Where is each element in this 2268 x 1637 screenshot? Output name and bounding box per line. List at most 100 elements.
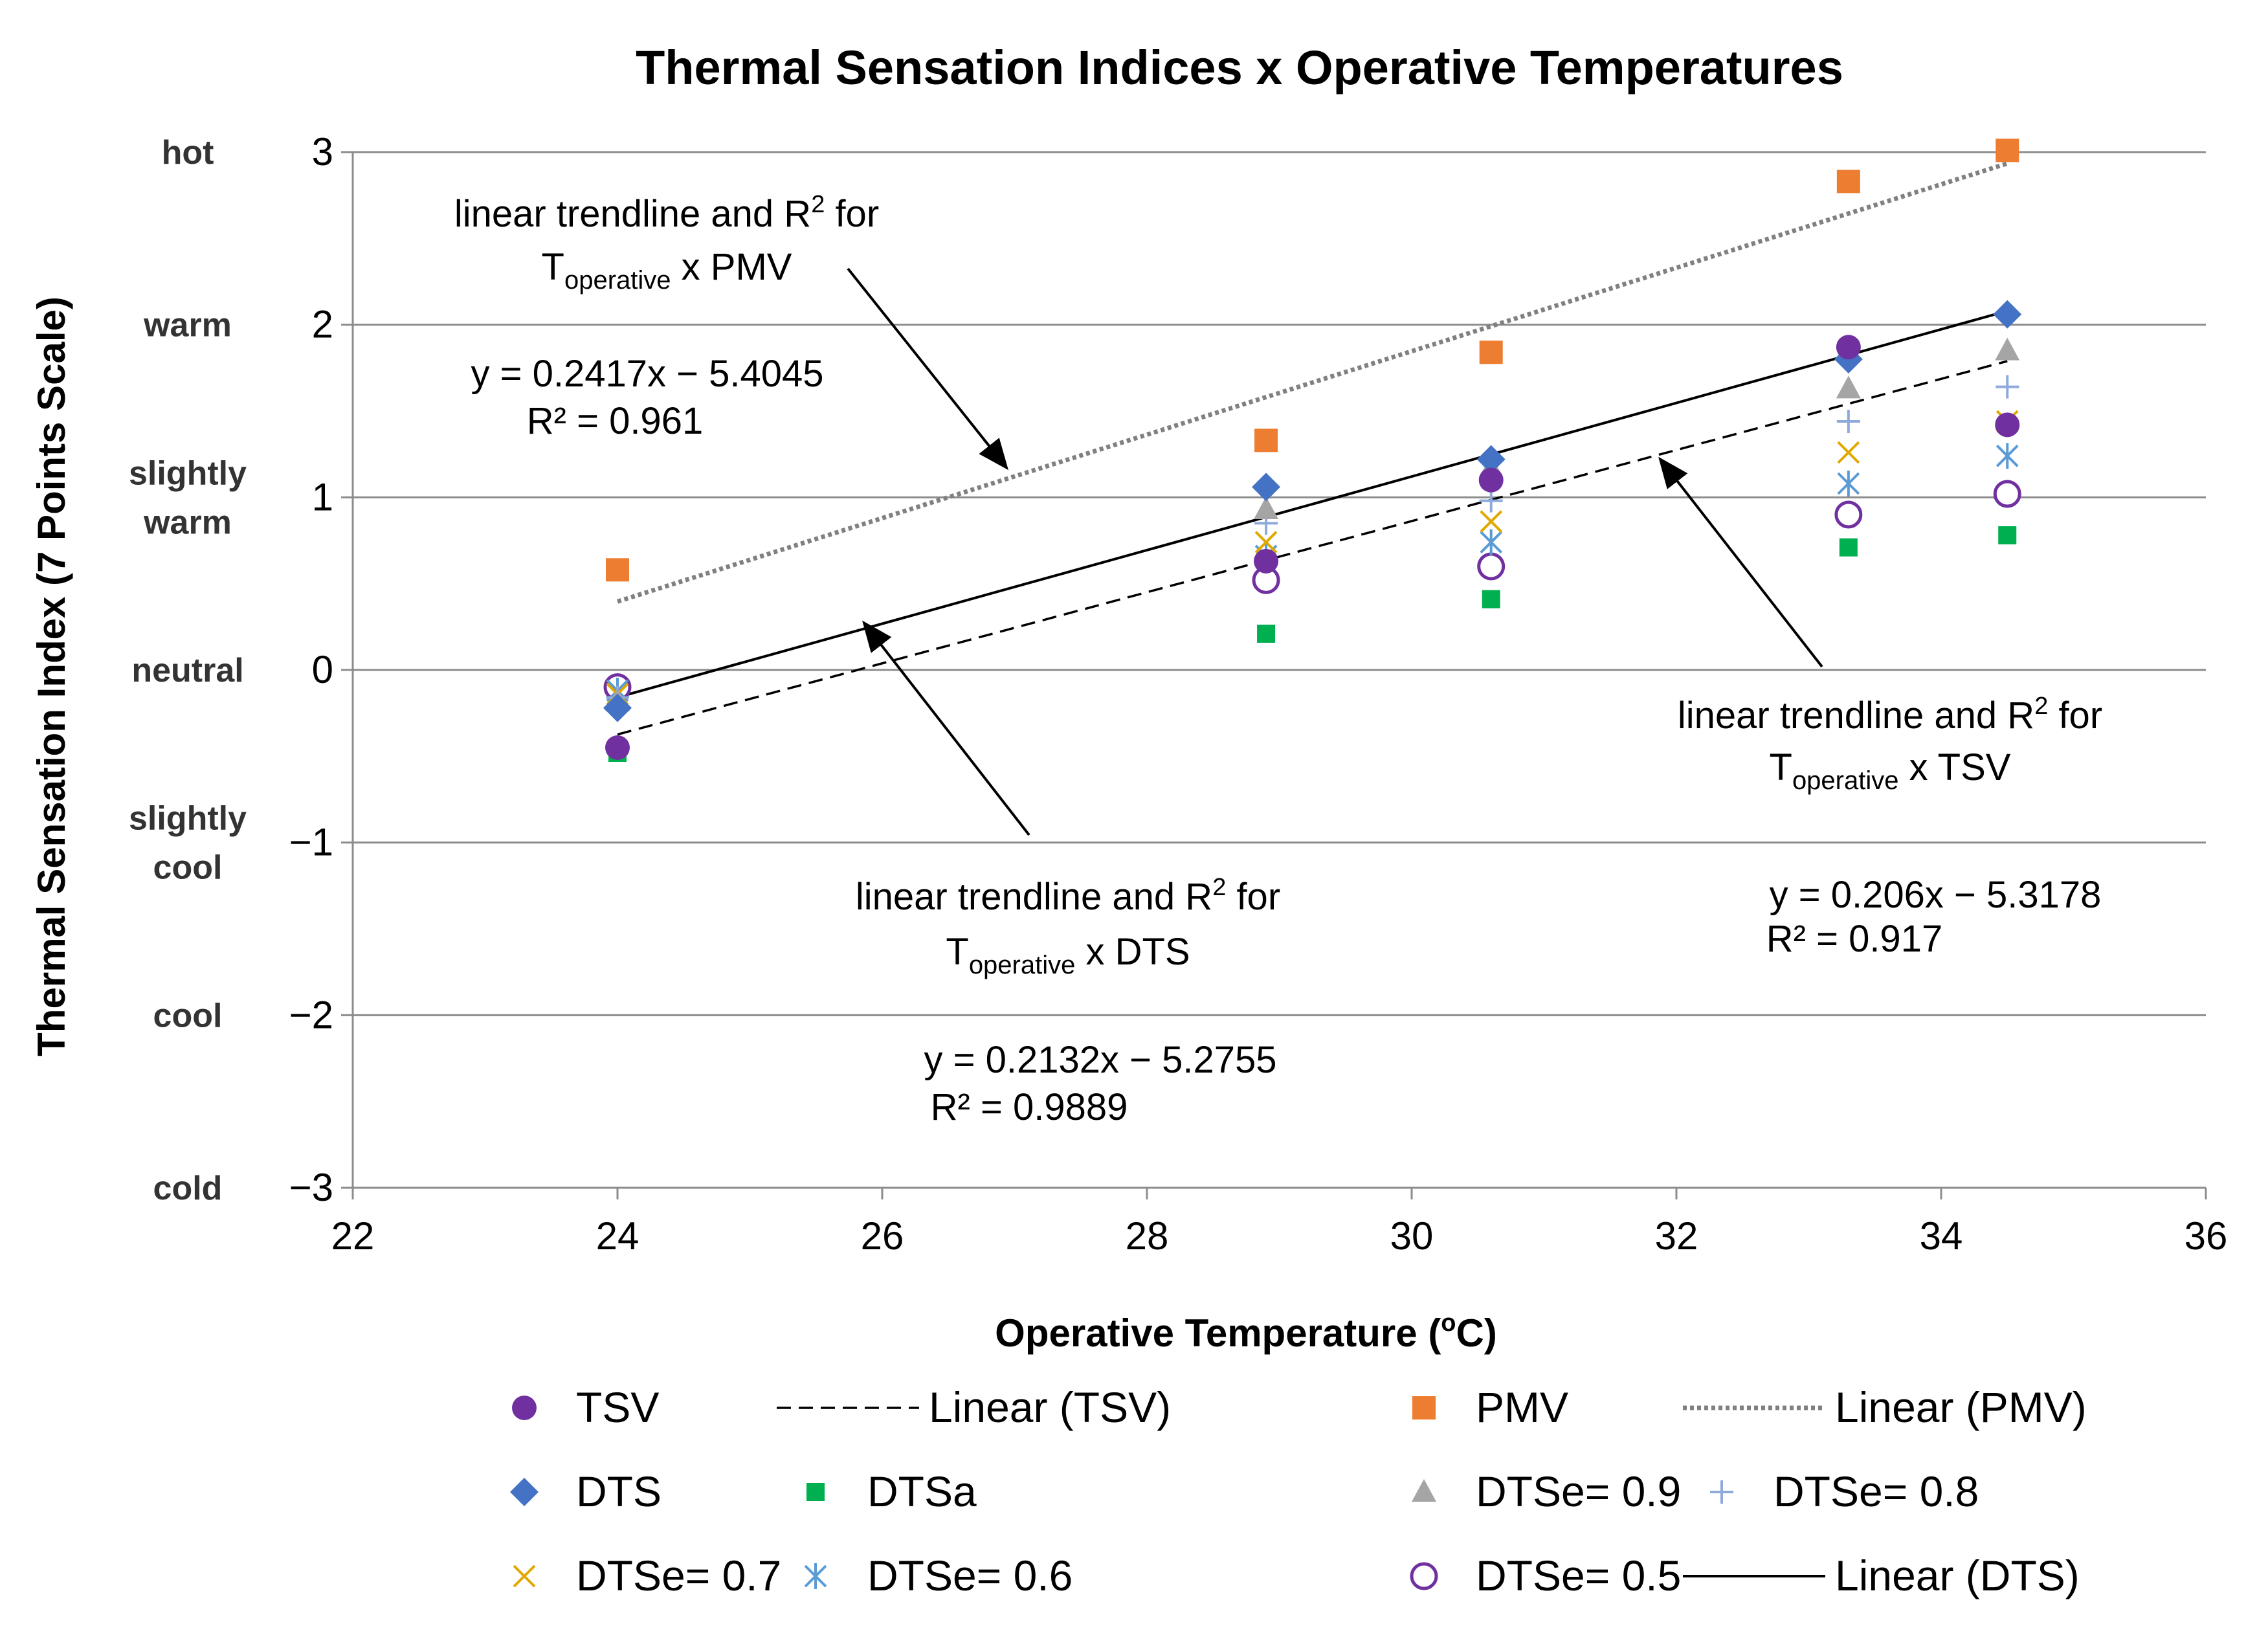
sensation-scale-labels: hot warm slightly warm neutral slightly cool co… <box>129 134 247 1207</box>
point-dtse-0-5 <box>1993 480 2021 508</box>
point-dtse-0-7 <box>1480 510 1503 533</box>
x-tick-label: 22 <box>331 1214 375 1258</box>
y-tick-label: 3 <box>312 130 333 173</box>
y-tick-label: −2 <box>289 993 333 1036</box>
legend-label-dtsa: DTSa <box>867 1467 977 1515</box>
legend-key-dtse-0-6 <box>804 1563 827 1589</box>
legend-key-dts <box>510 1478 539 1506</box>
point-tsv <box>1995 412 2020 438</box>
point-tsv <box>1478 467 1504 493</box>
annotation-pmv-equation: y = 0.2417x − 5.4045 <box>471 353 824 395</box>
y-axis-title: Thermal Sensation Index (7 Points Scale) <box>30 296 73 1056</box>
x-tick-label: 26 <box>861 1214 904 1258</box>
point-dtse-0-6 <box>1480 529 1503 555</box>
point-dtse-0-8 <box>1836 410 1860 433</box>
trendlines <box>616 161 2008 736</box>
y-tick-labels: 3 2 1 0 −1 −2 −3 <box>289 130 333 1209</box>
point-dtse-0-9 <box>1254 496 1279 519</box>
y-tick-label: 2 <box>312 303 333 346</box>
point-dtse-0-7 <box>1254 531 1278 554</box>
point-pmv <box>1479 340 1503 364</box>
legend-key-dtsa <box>806 1483 825 1501</box>
legend-label-dtse-0-6: DTSe= 0.6 <box>867 1552 1073 1599</box>
point-dtsa <box>1482 590 1500 608</box>
legend-key-tsv <box>512 1396 537 1420</box>
y-tick-label: −1 <box>289 821 333 864</box>
annotation-dts-line2: Toperative x DTS <box>946 931 1190 979</box>
legend-label-pmv: PMV <box>1476 1383 1568 1431</box>
legend-label-dtse-0-9: DTSe= 0.9 <box>1476 1467 1681 1515</box>
annotation-tsv-line2: Toperative x TSV <box>1770 746 2011 795</box>
y-tick-label: 1 <box>312 475 333 518</box>
point-dts <box>603 693 632 722</box>
point-dts <box>1993 300 2022 329</box>
sensation-label: cold <box>153 1170 223 1207</box>
x-tick-label: 28 <box>1126 1214 1169 1258</box>
legend-label-linear-pmv: Linear (PMV) <box>1835 1383 2087 1431</box>
x-tick-label: 32 <box>1655 1214 1698 1258</box>
point-tsv <box>605 735 630 760</box>
annotation-pmv-line2: Toperative x PMV <box>542 246 792 295</box>
x-tick-label: 36 <box>2185 1214 2228 1258</box>
annotation-tsv-line1: linear trendline and R2 for <box>1678 693 2102 737</box>
trendline-linear-dts <box>617 309 2008 699</box>
legend-label-dtse-0-7: DTSe= 0.7 <box>576 1552 781 1599</box>
x-tick-labels: 22 24 26 28 30 32 34 36 <box>331 1214 2228 1258</box>
annotation-tsv-r2: R² = 0.917 <box>1766 918 1942 960</box>
trendline-linear-tsv <box>617 360 2008 736</box>
annotation-dts-r2: R² = 0.9889 <box>931 1086 1128 1128</box>
point-dtsa <box>1839 538 1858 557</box>
legend-key-dtse-0-5 <box>1410 1562 1438 1590</box>
point-dtse-0-5 <box>1834 500 1863 529</box>
legend-label-linear-tsv: Linear (TSV) <box>929 1383 1171 1431</box>
arrow-dts <box>862 620 1030 836</box>
gridlines <box>353 151 2206 1189</box>
legend-label-tsv: TSV <box>576 1383 659 1431</box>
annotation-tsv: linear trendline and R2 for Toperative x… <box>1678 693 2102 960</box>
x-tick-label: 24 <box>596 1214 639 1258</box>
annotation-pmv-r2: R² = 0.961 <box>527 400 703 442</box>
sensation-label: slightly <box>129 454 247 492</box>
point-pmv <box>1254 429 1278 452</box>
legend: TSV Linear (TSV) PMV Linear (PMV) DTS DTSa DTS… <box>510 1383 2087 1599</box>
sensation-label: neutral <box>131 652 243 689</box>
axes <box>341 151 2207 1199</box>
arrow-tsv <box>1658 456 1823 668</box>
annotation-dts-line1: linear trendline and R2 for <box>856 874 1280 918</box>
trendline-linear-pmv <box>616 161 2008 604</box>
point-dtsa <box>1998 526 2017 544</box>
legend-label-dtse-0-5: DTSe= 0.5 <box>1476 1552 1681 1599</box>
legend-label-linear-dts: Linear (DTS) <box>1835 1552 2080 1599</box>
point-dts <box>1476 445 1506 474</box>
point-dtse-0-5 <box>1477 552 1506 581</box>
point-dtse-0-9 <box>1995 337 2020 361</box>
point-tsv <box>1836 335 1861 360</box>
annotation-dts-equation: y = 0.2132x − 5.2755 <box>924 1039 1277 1081</box>
annotation-pmv-line1: linear trendline and R2 for <box>454 191 879 235</box>
annotation-pmv: linear trendline and R2 for Toperative x… <box>454 191 879 442</box>
x-tick-label: 30 <box>1390 1214 1434 1258</box>
legend-key-pmv <box>1412 1396 1436 1420</box>
legend-key-dtse-0-8 <box>1710 1480 1733 1504</box>
sensation-label: slightly <box>129 800 247 838</box>
legend-label-dts: DTS <box>576 1467 662 1515</box>
sensation-label: warm <box>143 504 232 541</box>
point-tsv <box>1254 549 1279 574</box>
point-dtsa <box>1257 625 1276 643</box>
annotation-arrows <box>847 267 1823 836</box>
y-tick-label: 0 <box>312 648 333 691</box>
data-points <box>603 139 2022 762</box>
sensation-label: warm <box>143 307 232 344</box>
legend-key-dtse-0-7 <box>513 1565 536 1588</box>
chart-title: Thermal Sensation Indices x Operative Te… <box>636 41 1843 95</box>
point-dtse-0-7 <box>1837 441 1860 464</box>
x-axis-title: Operative Temperature (oC) <box>995 1309 1497 1355</box>
x-tick-label: 34 <box>1920 1214 1963 1258</box>
sensation-label: hot <box>162 134 214 172</box>
point-pmv <box>1836 170 1860 194</box>
point-dtse-0-9 <box>1836 375 1861 399</box>
point-dtse-0-6 <box>1837 471 1860 496</box>
legend-key-dtse-0-9 <box>1412 1479 1436 1502</box>
arrow-pmv <box>847 267 1008 471</box>
